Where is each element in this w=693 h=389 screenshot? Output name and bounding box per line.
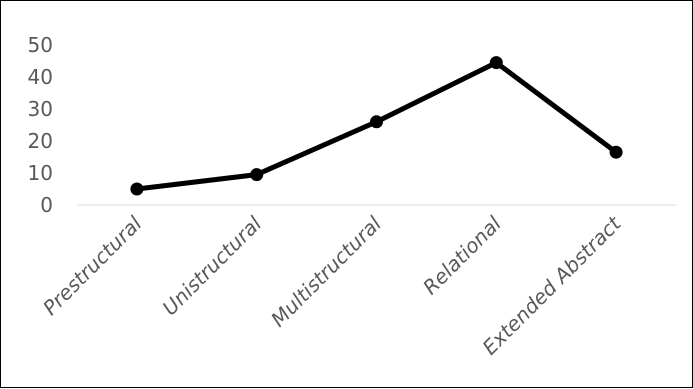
x-tick-label: Prestructural <box>38 211 147 320</box>
y-tick-label: 0 <box>40 193 53 217</box>
x-tick-label: Multistructural <box>266 211 386 331</box>
x-tick-label: Relational <box>418 211 506 299</box>
y-tick-label: 20 <box>28 129 53 153</box>
data-points <box>130 56 623 196</box>
y-tick-label: 40 <box>28 65 53 89</box>
data-point-marker <box>370 115 383 129</box>
x-tick-label: Unistructural <box>158 211 267 320</box>
data-point-marker <box>609 145 623 159</box>
x-axis-category-labels: Prestructural Unistructural Multistructura… <box>38 211 626 360</box>
y-axis-tick-labels: 0 10 20 30 40 50 <box>28 33 53 217</box>
y-tick-label: 10 <box>28 161 53 185</box>
data-point-marker <box>489 56 503 70</box>
y-tick-label: 30 <box>28 97 53 121</box>
data-point-marker <box>250 168 264 182</box>
y-tick-label: 50 <box>28 33 53 57</box>
data-point-marker <box>130 182 144 196</box>
